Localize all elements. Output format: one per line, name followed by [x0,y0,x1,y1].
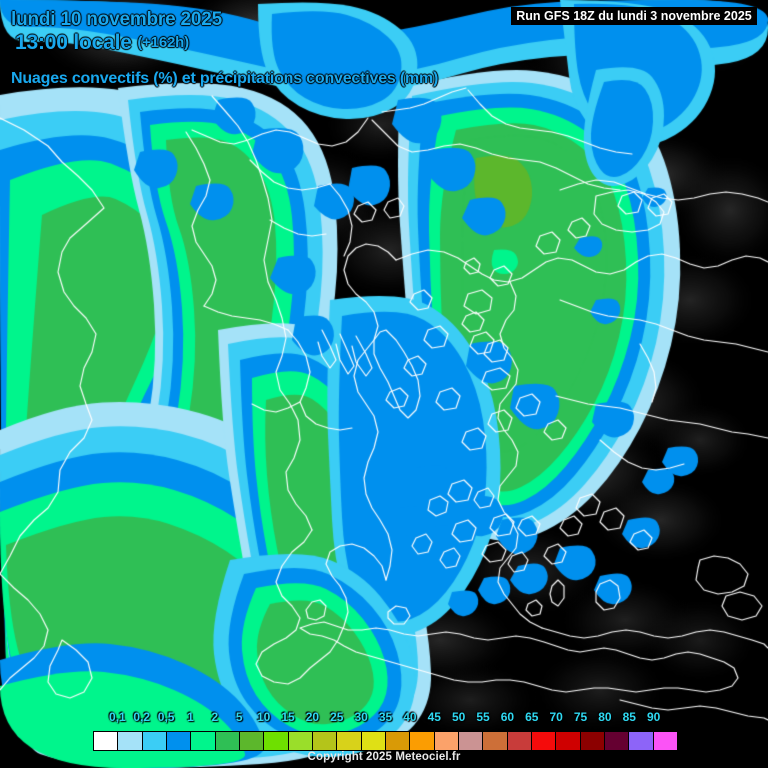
legend-tick: 40 [403,710,417,724]
legend-swatch [434,732,459,750]
legend-tick: 10 [256,710,271,724]
legend-tick: 5 [235,710,243,724]
forecast-date-label: lundi 10 novembre 2025 [11,9,223,30]
legend-swatch [142,732,167,750]
legend-swatch [556,732,581,750]
legend-swatch [531,732,557,750]
legend-tick: 0,2 [133,710,151,724]
forecast-time-label: 13:00 locale (+162h) [15,31,189,55]
legend-tick: 80 [598,710,612,724]
legend-swatch [458,732,484,750]
legend-tick: 60 [500,710,515,724]
legend-swatch [410,732,435,750]
legend-tick: 35 [378,710,393,724]
legend-tick: 0,5 [157,710,175,724]
legend-tick: 45 [427,710,441,724]
legend-tick: 55 [476,710,490,724]
legend-tick: 2 [211,710,219,724]
legend-swatch [288,732,313,750]
legend-swatch [118,732,143,750]
legend-swatch [653,732,677,750]
legend-swatch [239,732,265,750]
legend-tick: 0,1 [109,710,126,724]
legend-swatch [385,732,411,750]
legend-color-bar [93,731,678,751]
legend-swatch [191,732,216,750]
legend-tick: 25 [330,710,344,724]
map-parameter-subtitle: Nuages convectifs (%) et précipitations … [11,70,439,87]
legend-tick: 50 [451,710,466,724]
legend-tick: 70 [549,710,563,724]
model-run-label: Run GFS 18Z du lundi 3 novembre 2025 [511,7,757,25]
legend-swatch [264,732,289,750]
legend-tick: 15 [281,710,295,724]
copyright-label: Copyright 2025 Meteociel.fr [307,751,461,763]
legend-tick: 30 [354,710,368,724]
legend-swatch [604,732,630,750]
legend-swatch [629,732,654,750]
legend-tick: 85 [622,710,636,724]
legend-tick: 20 [305,710,320,724]
legend-tick: 75 [573,710,588,724]
legend-tick-labels: 0,1 0,2 0,5 1 2 5 10 15 20 25 30 35 40 45 50 55 60 65 70 75… [93,710,678,727]
legend-swatch [361,732,386,750]
legend-swatch [312,732,338,750]
legend-swatch [337,732,362,750]
legend-swatch [483,732,508,750]
legend-swatch [580,732,605,750]
legend-tick: 1 [187,710,194,724]
precipitation-color-legend: 0,1 0,2 0,5 1 2 5 10 15 20 25 30 35 40 45 50 55 60 65 70 75… [93,710,678,751]
forecast-hour-offset: (+162h) [137,34,189,51]
legend-swatch [94,732,119,750]
legend-swatch [215,732,240,750]
forecast-time-value: 13:00 locale [15,31,132,54]
legend-tick: 65 [525,710,539,724]
legend-swatch [166,732,192,750]
legend-tick: 90 [646,710,661,724]
legend-swatch [507,732,532,750]
